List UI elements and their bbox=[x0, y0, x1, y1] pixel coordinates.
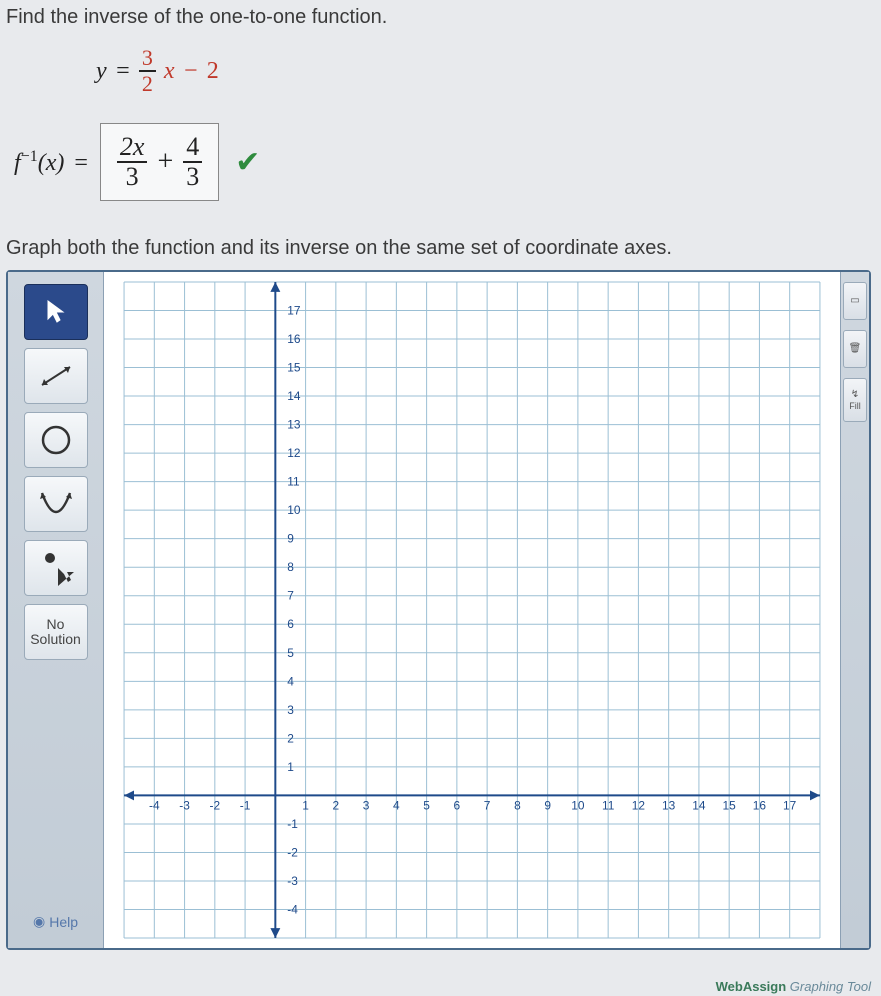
svg-text:8: 8 bbox=[287, 560, 294, 574]
footer-brand: WebAssign Graphing Tool bbox=[716, 979, 871, 994]
svg-text:7: 7 bbox=[484, 798, 491, 812]
svg-text:-3: -3 bbox=[179, 798, 190, 812]
help-link[interactable]: ◉ Help bbox=[33, 913, 78, 936]
svg-text:-2: -2 bbox=[287, 845, 298, 859]
label-arg: (x) bbox=[38, 150, 65, 176]
side-btn-fill[interactable]: ↯ Fill bbox=[843, 378, 867, 422]
svg-text:7: 7 bbox=[287, 589, 294, 603]
eq-equals: = bbox=[115, 58, 131, 85]
eq-const: 2 bbox=[207, 58, 219, 85]
svg-text:10: 10 bbox=[287, 503, 301, 517]
svg-text:-4: -4 bbox=[287, 903, 298, 917]
line-icon bbox=[36, 361, 76, 391]
tool-pointer[interactable] bbox=[24, 284, 88, 340]
svg-text:13: 13 bbox=[662, 798, 676, 812]
svg-text:11: 11 bbox=[287, 475, 300, 489]
prompt2-text: Graph both the function and its inverse … bbox=[6, 237, 871, 260]
tool-no-solution[interactable]: No Solution bbox=[24, 604, 88, 660]
no-sol-l2: Solution bbox=[30, 632, 81, 647]
svg-text:6: 6 bbox=[454, 798, 461, 812]
help-icon: ◉ bbox=[33, 913, 45, 930]
brand-prefix: WebAssign bbox=[716, 979, 787, 994]
svg-text:3: 3 bbox=[363, 798, 370, 812]
eq-lhs: y bbox=[96, 58, 107, 85]
right-sidebar: ▭ 🗑 ↯ Fill bbox=[841, 272, 869, 948]
label-f: f bbox=[14, 150, 21, 176]
svg-text:1: 1 bbox=[302, 798, 309, 812]
answer-label: f−1(x) = bbox=[14, 148, 88, 177]
label-eq: = bbox=[74, 150, 88, 176]
svg-text:-3: -3 bbox=[287, 874, 298, 888]
svg-text:4: 4 bbox=[393, 798, 400, 812]
correct-check-icon: ✔ bbox=[235, 145, 260, 180]
fill-icon: ↯ bbox=[851, 390, 859, 400]
pointer-icon bbox=[45, 299, 67, 325]
tool-parabola[interactable] bbox=[24, 476, 88, 532]
svg-text:16: 16 bbox=[753, 798, 767, 812]
ans-plus: + bbox=[157, 146, 173, 178]
svg-text:14: 14 bbox=[287, 389, 301, 403]
svg-text:13: 13 bbox=[287, 418, 301, 432]
eq-x: x bbox=[164, 58, 175, 85]
svg-text:2: 2 bbox=[287, 731, 294, 745]
svg-text:9: 9 bbox=[544, 798, 551, 812]
point-icon bbox=[28, 548, 84, 588]
svg-text:1: 1 bbox=[287, 760, 294, 774]
svg-text:17: 17 bbox=[783, 798, 797, 812]
ans-f1-num: 2x bbox=[117, 134, 148, 163]
svg-text:12: 12 bbox=[287, 446, 301, 460]
tool-point[interactable] bbox=[24, 540, 88, 596]
grid-svg: -4-3-2-11234567891011121314151617-4-3-2-… bbox=[104, 272, 840, 948]
eq-frac-den: 2 bbox=[142, 72, 153, 95]
ans-f1-den: 3 bbox=[126, 163, 139, 190]
eq-minus: − bbox=[183, 58, 199, 85]
drawing-toolbar: No Solution ◉ Help bbox=[8, 272, 104, 948]
ans-frac1: 2x 3 bbox=[117, 134, 148, 190]
prompt-text: Find the inverse of the one-to-one funct… bbox=[6, 6, 871, 29]
svg-text:8: 8 bbox=[514, 798, 521, 812]
given-equation: y = 3 2 x − 2 bbox=[96, 47, 871, 95]
side-btn-1[interactable]: ▭ bbox=[843, 282, 867, 320]
svg-text:15: 15 bbox=[723, 798, 737, 812]
help-label: Help bbox=[49, 914, 78, 930]
graph-canvas[interactable]: -4-3-2-11234567891011121314151617-4-3-2-… bbox=[104, 272, 841, 948]
side-btn-trash[interactable]: 🗑 bbox=[843, 330, 867, 368]
svg-text:-1: -1 bbox=[240, 798, 251, 812]
brand-suffix: Graphing Tool bbox=[786, 979, 871, 994]
svg-text:4: 4 bbox=[287, 674, 294, 688]
svg-text:10: 10 bbox=[571, 798, 585, 812]
ans-frac2: 4 3 bbox=[183, 134, 202, 190]
svg-text:16: 16 bbox=[287, 332, 301, 346]
no-sol-l1: No bbox=[47, 617, 65, 632]
svg-text:5: 5 bbox=[423, 798, 430, 812]
svg-text:-4: -4 bbox=[149, 798, 160, 812]
parabola-icon bbox=[36, 487, 76, 521]
answer-input[interactable]: 2x 3 + 4 3 bbox=[100, 123, 219, 201]
svg-text:3: 3 bbox=[287, 703, 294, 717]
svg-text:15: 15 bbox=[287, 360, 301, 374]
svg-text:17: 17 bbox=[287, 303, 301, 317]
svg-text:-2: -2 bbox=[210, 798, 221, 812]
fill-label: Fill bbox=[849, 402, 861, 411]
ans-f2-num: 4 bbox=[183, 134, 202, 163]
label-exp: −1 bbox=[21, 148, 38, 165]
eq-fraction: 3 2 bbox=[139, 47, 156, 95]
svg-text:11: 11 bbox=[602, 798, 615, 812]
svg-text:12: 12 bbox=[632, 798, 646, 812]
eq-frac-num: 3 bbox=[139, 47, 156, 72]
svg-text:2: 2 bbox=[333, 798, 340, 812]
svg-text:-1: -1 bbox=[287, 817, 298, 831]
graphing-tool: No Solution ◉ Help -4-3-2-11234567891011… bbox=[6, 270, 871, 950]
svg-text:14: 14 bbox=[692, 798, 706, 812]
circle-icon bbox=[38, 422, 74, 458]
tool-circle[interactable] bbox=[24, 412, 88, 468]
svg-text:6: 6 bbox=[287, 617, 294, 631]
tool-line[interactable] bbox=[24, 348, 88, 404]
svg-text:9: 9 bbox=[287, 532, 294, 546]
ans-f2-den: 3 bbox=[186, 163, 199, 190]
svg-text:5: 5 bbox=[287, 646, 294, 660]
